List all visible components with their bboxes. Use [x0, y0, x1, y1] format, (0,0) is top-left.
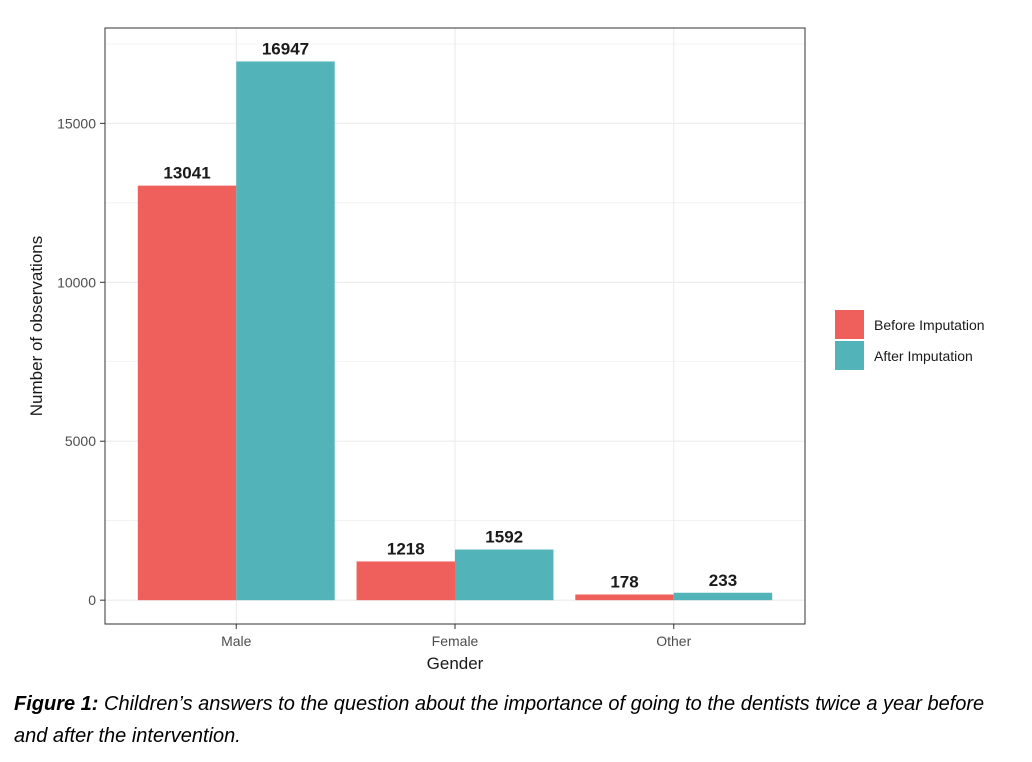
bar-chart: 13041 16947 1218 1592 178 233 0 5000 10000 15000…	[27, 27, 985, 673]
caption-label: Figure 1:	[14, 693, 99, 715]
x-axis: Male Female Other	[221, 624, 692, 649]
bar-female-after	[455, 549, 554, 601]
bar-female-before	[356, 561, 455, 601]
y-axis-title: Number of observations	[27, 236, 46, 416]
legend-label: After Imputation	[874, 348, 973, 364]
caption-text: Children’s answers to the question about…	[14, 693, 985, 747]
y-tick-label: 0	[88, 592, 96, 608]
x-tick-label: Other	[656, 633, 691, 649]
bar-male-before	[137, 185, 237, 601]
y-tick-label: 10000	[57, 274, 96, 290]
data-label: 178	[610, 573, 638, 592]
data-label: 13041	[163, 164, 210, 183]
data-label: 1592	[485, 528, 523, 547]
x-axis-title: Gender	[427, 654, 484, 673]
bars	[137, 61, 773, 601]
legend-label: Before Imputation	[874, 317, 985, 333]
bar-other-before	[575, 594, 674, 601]
data-labels: 13041 16947 1218 1592 178 233	[163, 39, 737, 591]
y-tick-label: 5000	[65, 433, 96, 449]
legend-swatch	[835, 341, 864, 370]
data-label: 1218	[387, 539, 425, 558]
y-tick-label: 15000	[57, 115, 96, 131]
x-tick-label: Female	[432, 633, 479, 649]
data-label: 233	[709, 571, 737, 590]
legend: Before Imputation After Imputation	[835, 310, 985, 370]
legend-swatch	[835, 310, 864, 339]
x-tick-label: Male	[221, 633, 252, 649]
data-label: 16947	[262, 39, 309, 58]
figure-caption: Figure 1: Children’s answers to the ques…	[14, 688, 1019, 752]
bar-other-after	[673, 592, 773, 601]
y-axis: 0 5000 10000 15000	[57, 115, 105, 608]
bar-male-after	[236, 61, 335, 601]
